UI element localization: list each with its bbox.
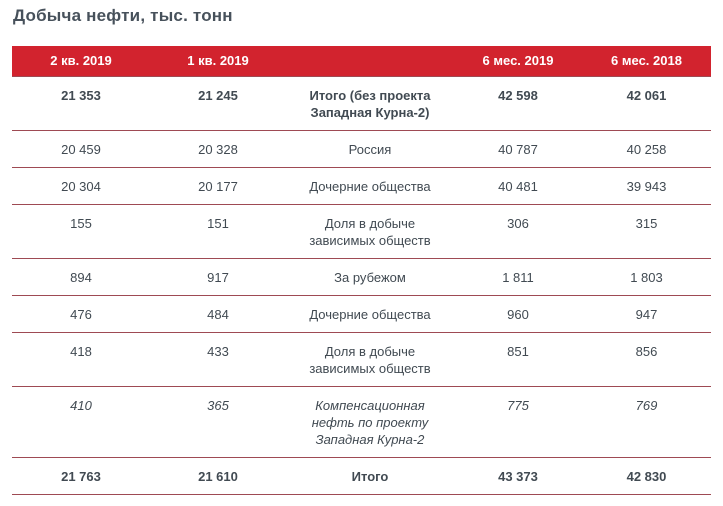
cell-6m-2018: 40 258: [582, 130, 711, 168]
column-header-q1-2019: 1 кв. 2019: [150, 46, 286, 77]
cell-q1-2019: 21 245: [150, 76, 286, 131]
column-header-indicator: [286, 46, 454, 77]
table-row-russia: 20 459 20 328 Россия 40 787 40 258: [12, 130, 711, 168]
cell-6m-2019: 40 787: [454, 130, 582, 168]
cell-6m-2018: 947: [582, 295, 711, 333]
table-header-row: 2 кв. 2019 1 кв. 2019 6 мес. 2019 6 мес.…: [12, 46, 711, 77]
cell-6m-2019: 775: [454, 386, 582, 458]
cell-6m-2018: 856: [582, 332, 711, 387]
cell-q2-2019: 476: [12, 295, 150, 333]
cell-q1-2019: 365: [150, 386, 286, 458]
row-label: Доля в добыче зависимых обществ: [286, 332, 454, 387]
cell-q2-2019: 894: [12, 258, 150, 296]
cell-q1-2019: 484: [150, 295, 286, 333]
page-title: Добыча нефти, тыс. тонн: [13, 6, 233, 25]
cell-q2-2019: 21 763: [12, 457, 150, 495]
cell-q1-2019: 917: [150, 258, 286, 296]
cell-6m-2018: 769: [582, 386, 711, 458]
cell-6m-2018: 42 830: [582, 457, 711, 495]
cell-6m-2018: 42 061: [582, 76, 711, 131]
table-row-subsidiaries-russia: 20 304 20 177 Дочерние общества 40 481 3…: [12, 167, 711, 205]
column-header-6m-2019: 6 мес. 2019: [454, 46, 582, 77]
row-label: За рубежом: [286, 258, 454, 296]
cell-6m-2018: 315: [582, 204, 711, 259]
row-label: Дочерние общества: [286, 295, 454, 333]
table-row-affiliates-share-abroad: 418 433 Доля в добыче зависимых обществ …: [12, 332, 711, 387]
cell-q1-2019: 20 177: [150, 167, 286, 205]
cell-q2-2019: 410: [12, 386, 150, 458]
table-row-subsidiaries-abroad: 476 484 Дочерние общества 960 947: [12, 295, 711, 333]
oil-production-table: 2 кв. 2019 1 кв. 2019 6 мес. 2019 6 мес.…: [12, 46, 711, 495]
cell-6m-2018: 1 803: [582, 258, 711, 296]
cell-q1-2019: 433: [150, 332, 286, 387]
cell-6m-2018: 39 943: [582, 167, 711, 205]
row-label: Дочерние общества: [286, 167, 454, 205]
cell-q1-2019: 20 328: [150, 130, 286, 168]
cell-6m-2019: 306: [454, 204, 582, 259]
row-label: Доля в добыче зависимых обществ: [286, 204, 454, 259]
cell-q2-2019: 20 459: [12, 130, 150, 168]
table-row-abroad: 894 917 За рубежом 1 811 1 803: [12, 258, 711, 296]
table-row-compensation-oil-west-qurna: 410 365 Компенсационная нефть по проекту…: [12, 386, 711, 458]
table-row-total-excl-west-qurna: 21 353 21 245 Итого (без проекта Западна…: [12, 76, 711, 131]
table-row-total: 21 763 21 610 Итого 43 373 42 830: [12, 457, 711, 495]
cell-6m-2019: 42 598: [454, 76, 582, 131]
cell-q1-2019: 21 610: [150, 457, 286, 495]
row-label: Итого (без проекта Западная Курна-2): [286, 76, 454, 131]
row-label: Компенсационная нефть по проекту Западна…: [286, 386, 454, 458]
cell-q2-2019: 155: [12, 204, 150, 259]
cell-q2-2019: 21 353: [12, 76, 150, 131]
cell-6m-2019: 960: [454, 295, 582, 333]
cell-q2-2019: 20 304: [12, 167, 150, 205]
cell-6m-2019: 40 481: [454, 167, 582, 205]
table-row-affiliates-share-russia: 155 151 Доля в добыче зависимых обществ …: [12, 204, 711, 259]
cell-q1-2019: 151: [150, 204, 286, 259]
row-label: Россия: [286, 130, 454, 168]
row-label: Итого: [286, 457, 454, 495]
column-header-q2-2019: 2 кв. 2019: [12, 46, 150, 77]
cell-6m-2019: 851: [454, 332, 582, 387]
column-header-6m-2018: 6 мес. 2018: [582, 46, 711, 77]
cell-6m-2019: 1 811: [454, 258, 582, 296]
cell-6m-2019: 43 373: [454, 457, 582, 495]
cell-q2-2019: 418: [12, 332, 150, 387]
